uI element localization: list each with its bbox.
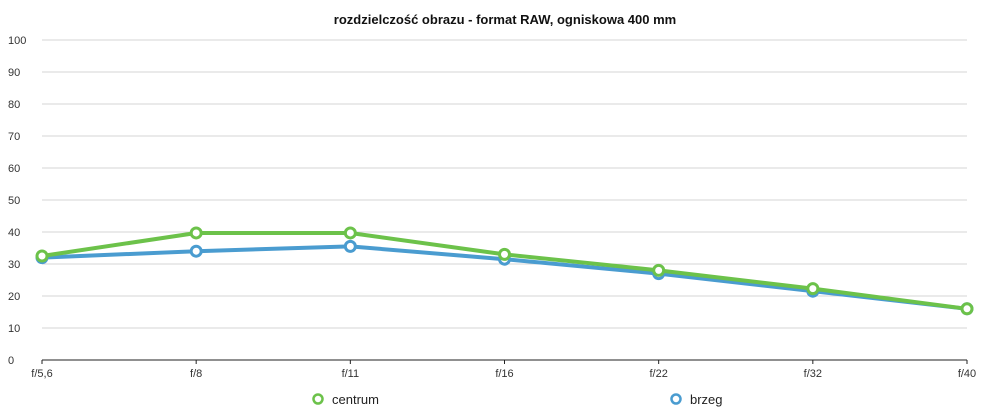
x-tick-label: f/40 (958, 368, 976, 380)
y-tick-label: 100 (8, 35, 26, 47)
x-tick-label: f/16 (495, 368, 513, 380)
legend: centrum brzeg (312, 392, 723, 407)
y-axis-ticks: 0 10 20 30 40 50 60 70 80 90 100 (8, 35, 26, 367)
series-lines (35, 226, 974, 316)
x-tick-label: f/22 (649, 368, 667, 380)
legend-marker (670, 393, 682, 405)
data-point (343, 239, 357, 253)
data-point (498, 247, 511, 261)
gridlines (42, 39, 967, 361)
x-axis-ticks: f/5,6 f/8 f/11 f/16 f/22 f/32 f/40 (31, 360, 976, 380)
x-tick-label: f/11 (342, 368, 360, 380)
legend-label: centrum (332, 392, 379, 407)
y-tick-label: 50 (8, 195, 20, 207)
chart-title: rozdzielczość obrazu - format RAW, ognis… (334, 12, 676, 27)
y-tick-label: 80 (8, 99, 20, 111)
series-centrum (35, 226, 974, 316)
series-line (40, 230, 969, 311)
x-tick-label: f/8 (190, 368, 202, 380)
data-point (960, 302, 974, 316)
y-tick-label: 40 (8, 227, 20, 239)
legend-item-brzeg: brzeg (670, 392, 723, 407)
y-tick-label: 20 (8, 291, 20, 303)
y-tick-label: 70 (8, 131, 20, 143)
legend-label: brzeg (690, 392, 723, 407)
data-point (189, 244, 203, 258)
y-tick-label: 60 (8, 163, 20, 175)
data-point (35, 249, 49, 263)
x-tick-label: f/32 (804, 368, 822, 380)
legend-marker (312, 393, 324, 405)
y-tick-label: 0 (8, 355, 14, 367)
data-point (652, 263, 666, 277)
y-tick-label: 30 (8, 259, 20, 271)
legend-item-centrum: centrum (312, 392, 379, 407)
data-point (189, 226, 203, 240)
data-point (806, 282, 820, 296)
y-tick-label: 10 (8, 323, 20, 335)
x-tick-label: f/5,6 (31, 368, 52, 380)
y-tick-label: 90 (8, 67, 20, 79)
data-point (343, 226, 357, 240)
